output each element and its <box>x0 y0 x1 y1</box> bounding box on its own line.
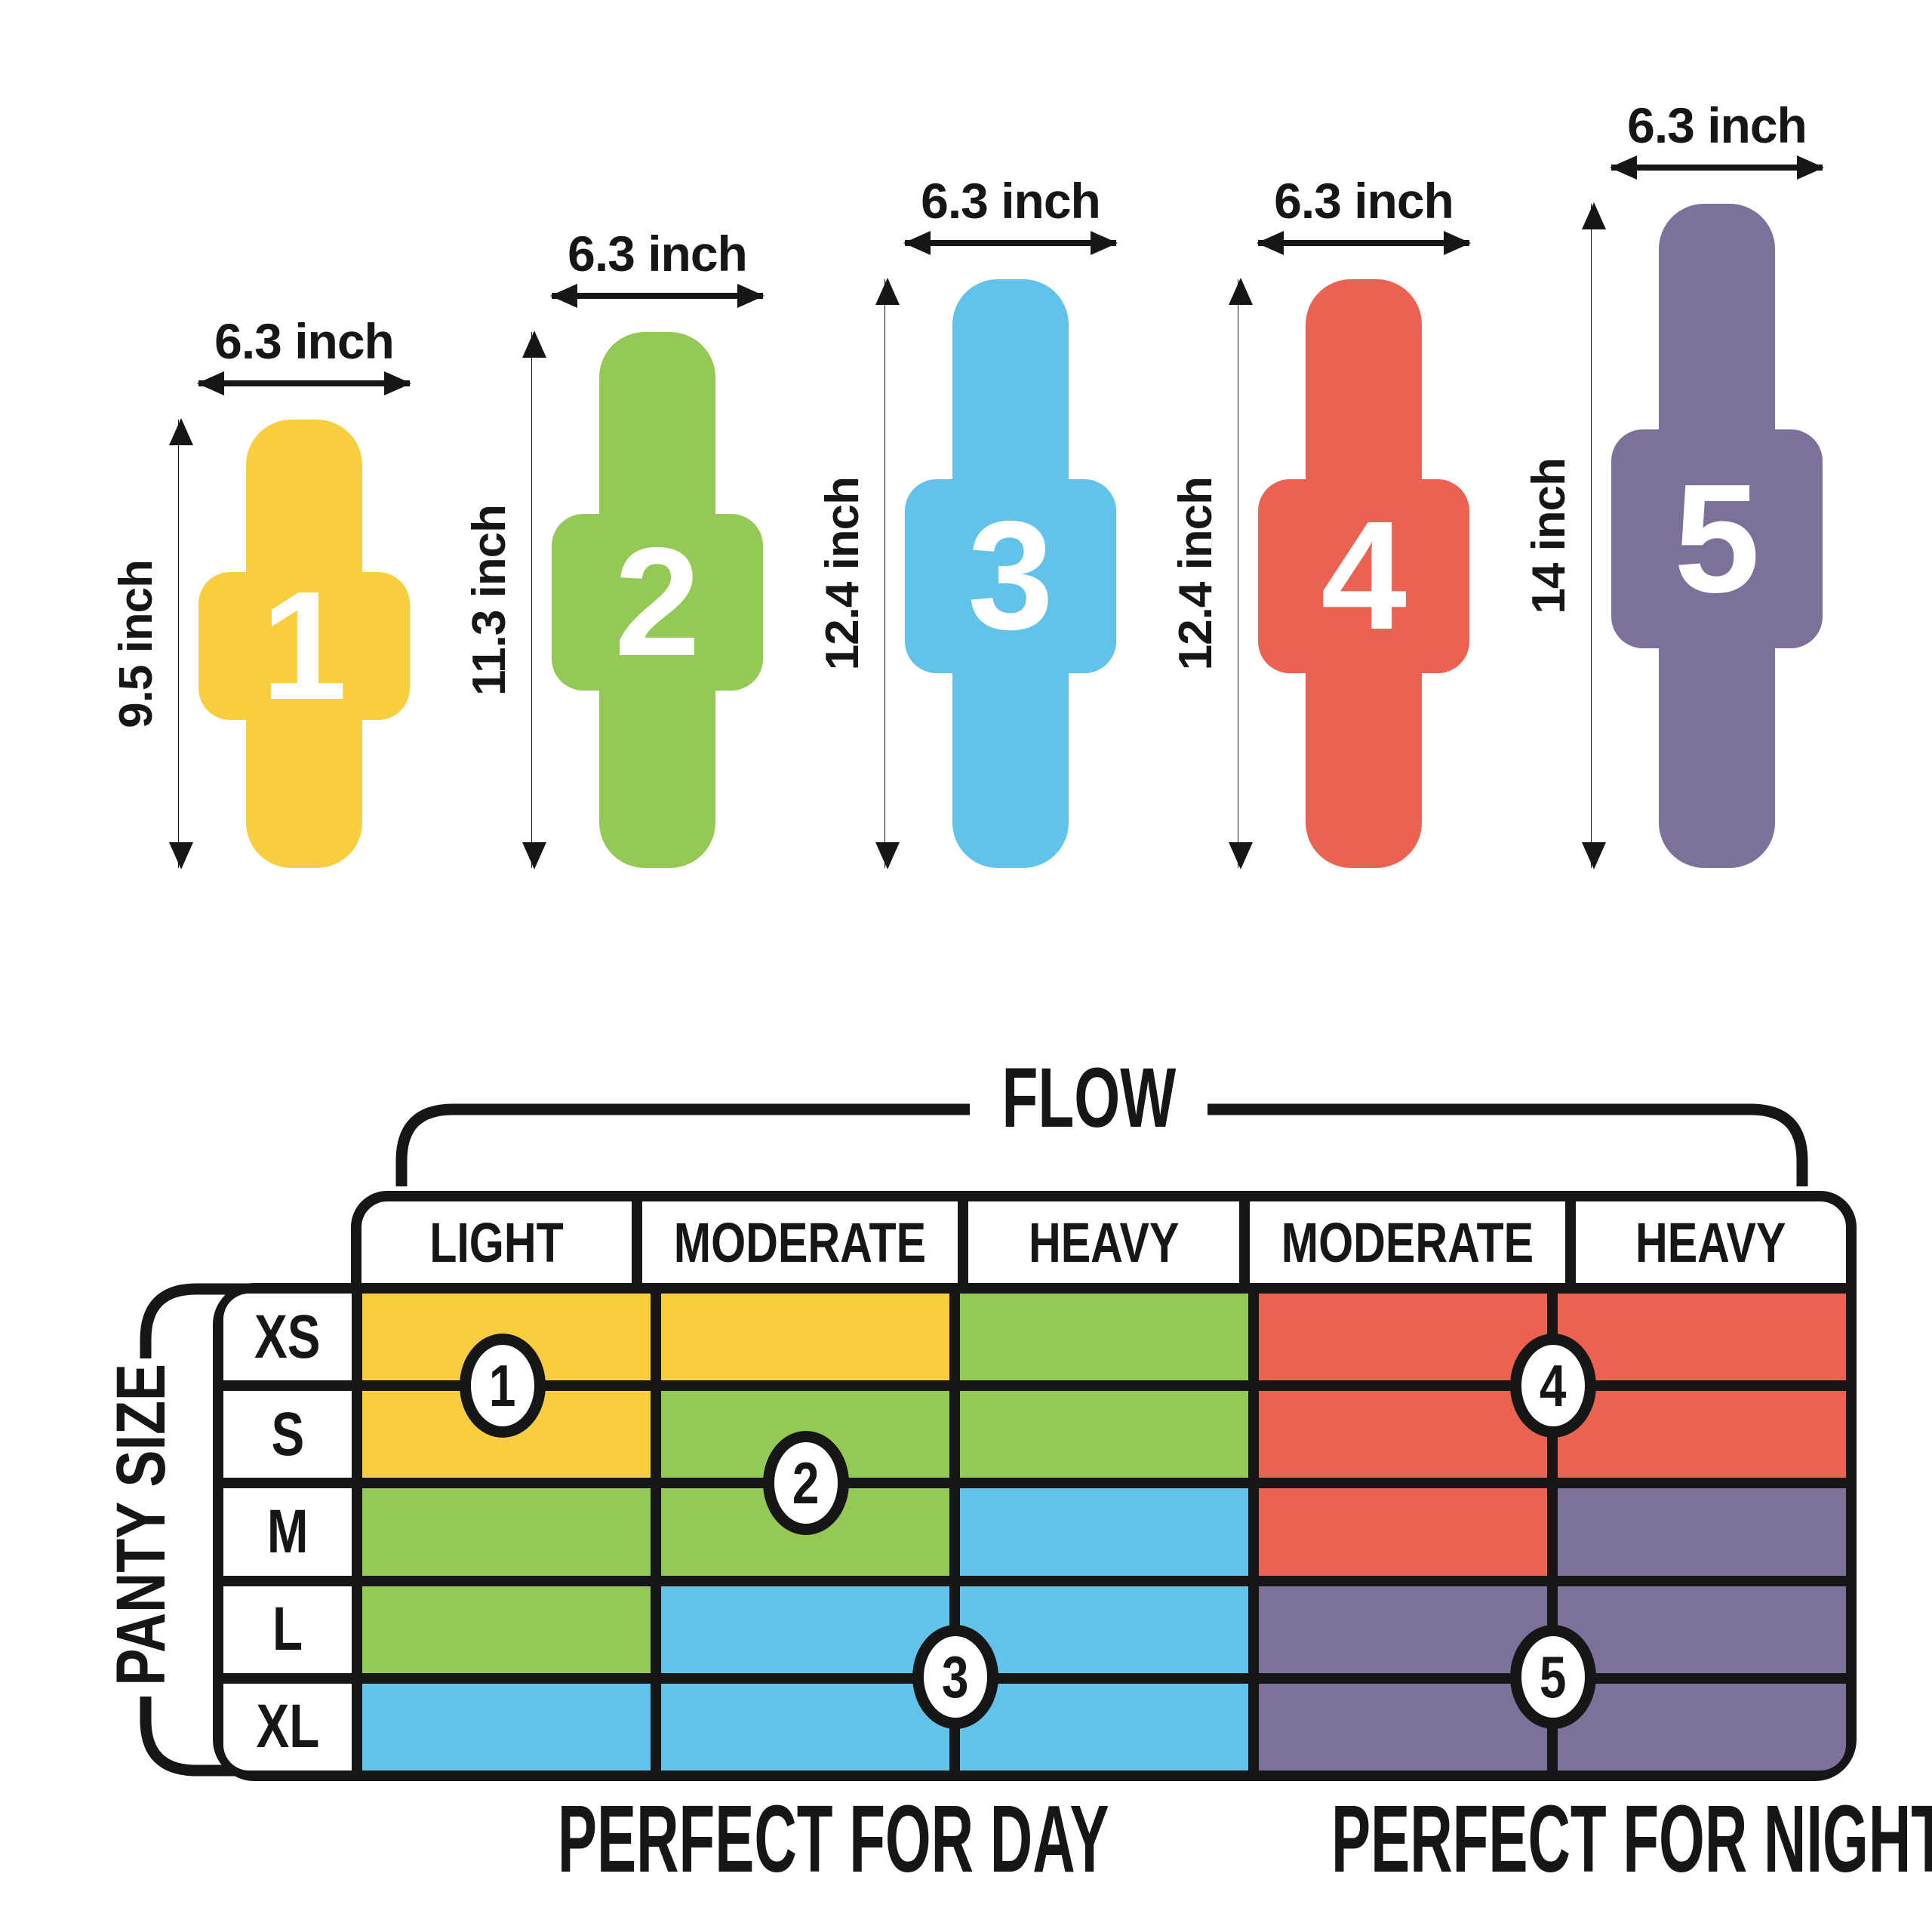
cell-xs-heavy-day <box>960 1294 1248 1381</box>
marker-pad-2: 2 <box>763 1431 849 1535</box>
flow-header-heavy-day: HEAVY <box>968 1201 1239 1283</box>
pad1-number: 1 <box>261 559 347 732</box>
marker-pad-4: 4 <box>1510 1334 1596 1438</box>
cell-l-heavy-night <box>1558 1586 1846 1673</box>
row-label-m: M <box>223 1488 352 1576</box>
cell-s-heavy-day <box>960 1391 1248 1478</box>
day-caption: PERFECT FOR DAY <box>557 1786 1109 1892</box>
cell-xl-heavy-day <box>960 1683 1248 1770</box>
cell-xs-heavy-night <box>1558 1294 1846 1381</box>
cell-s-heavy-night <box>1558 1391 1846 1478</box>
pad3-width-label: 6.3 inch <box>921 173 1101 229</box>
pad1-height-arrow-icon <box>169 418 193 869</box>
flow-header-row: LIGHT MODERATE HEAVY MODERATE HEAVY <box>351 1191 1857 1283</box>
pad-figure-3: 6.3 inch 12.4 inch 3 <box>816 172 1118 869</box>
pad3-shape: 3 <box>905 279 1116 868</box>
marker-pad-5: 5 <box>1510 1625 1596 1729</box>
pad2-height-label: 11.3 inch <box>463 504 515 696</box>
flow-header-moderate-day: MODERATE <box>642 1201 958 1283</box>
cell-l-moderate-day <box>661 1586 949 1673</box>
pad1-height-label: 9.5 inch <box>110 559 162 728</box>
pad2-shape: 2 <box>552 332 763 868</box>
pad2-number: 2 <box>614 515 700 688</box>
flow-brace-left <box>395 1103 970 1186</box>
cell-l-light <box>362 1586 651 1673</box>
cell-m-heavy-day <box>960 1488 1248 1576</box>
pad2-width-label: 6.3 inch <box>568 226 748 281</box>
cell-xs-moderate-day <box>661 1294 949 1381</box>
cell-m-moderate-night <box>1259 1488 1547 1576</box>
pad4-number: 4 <box>1321 489 1407 662</box>
cell-l-heavy-day <box>960 1586 1248 1673</box>
pad1-width-label: 6.3 inch <box>214 313 395 369</box>
cell-xl-heavy-night <box>1558 1683 1846 1770</box>
pad2-width-arrow-icon <box>550 284 764 308</box>
pad-figure-1: 6.3 inch 9.5 inch 1 <box>109 312 411 869</box>
size-flow-grid: XS S M L XL <box>213 1283 1857 1781</box>
pad3-height-label: 12.4 inch <box>817 476 869 671</box>
night-caption: PERFECT FOR NIGHT <box>1331 1786 1932 1892</box>
cell-l-moderate-night <box>1259 1586 1547 1673</box>
pad5-number: 5 <box>1674 452 1760 625</box>
pad5-width-arrow-icon <box>1610 155 1824 180</box>
pad-figure-2: 6.3 inch 11.3 inch 2 <box>463 225 764 869</box>
pad2-height-arrow-icon <box>522 331 546 869</box>
cell-xl-moderate-night <box>1259 1683 1547 1770</box>
pad5-shape: 5 <box>1611 204 1823 868</box>
pad1-shape: 1 <box>198 420 410 868</box>
flow-header-light: LIGHT <box>361 1201 632 1283</box>
cell-xs-moderate-night <box>1259 1294 1547 1381</box>
pad-figures-row: 6.3 inch 9.5 inch 1 6.3 inch 11.3 inch <box>0 0 1932 869</box>
cell-xl-moderate-day <box>661 1683 949 1770</box>
row-label-xs: XS <box>223 1294 352 1381</box>
pad4-width-arrow-icon <box>1257 231 1471 255</box>
pad3-number: 3 <box>968 489 1054 662</box>
pad5-height-arrow-icon <box>1582 202 1606 869</box>
pad-figure-5: 6.3 inch 14 inch 5 <box>1522 97 1824 869</box>
flow-header-heavy-night: HEAVY <box>1575 1201 1846 1283</box>
cell-xl-light <box>362 1683 651 1770</box>
pad4-height-label: 12.4 inch <box>1170 476 1222 671</box>
pad3-width-arrow-icon <box>903 231 1118 255</box>
row-label-l: L <box>223 1586 352 1673</box>
marker-pad-3: 3 <box>912 1625 998 1729</box>
pad4-shape: 4 <box>1258 279 1469 868</box>
cell-s-moderate-night <box>1259 1391 1547 1478</box>
pad3-height-arrow-icon <box>875 278 900 869</box>
panty-size-axis-title: PANTY SIZE <box>103 1363 180 1686</box>
flow-header-moderate-night: MODERATE <box>1249 1201 1565 1283</box>
marker-pad-1: 1 <box>460 1334 546 1438</box>
flow-brace-right <box>1208 1103 1808 1186</box>
cell-m-light <box>362 1488 651 1576</box>
pad4-width-label: 6.3 inch <box>1274 173 1454 229</box>
pad-figure-4: 6.3 inch 12.4 inch 4 <box>1169 172 1471 869</box>
pad5-width-label: 6.3 inch <box>1627 97 1807 153</box>
cell-m-heavy-night <box>1558 1488 1846 1576</box>
pad5-height-label: 14 inch <box>1523 457 1575 614</box>
pad1-width-arrow-icon <box>197 371 411 395</box>
flow-axis-title: FLOW <box>1001 1051 1177 1145</box>
row-label-xl: XL <box>223 1683 352 1770</box>
row-label-s: S <box>223 1391 352 1478</box>
